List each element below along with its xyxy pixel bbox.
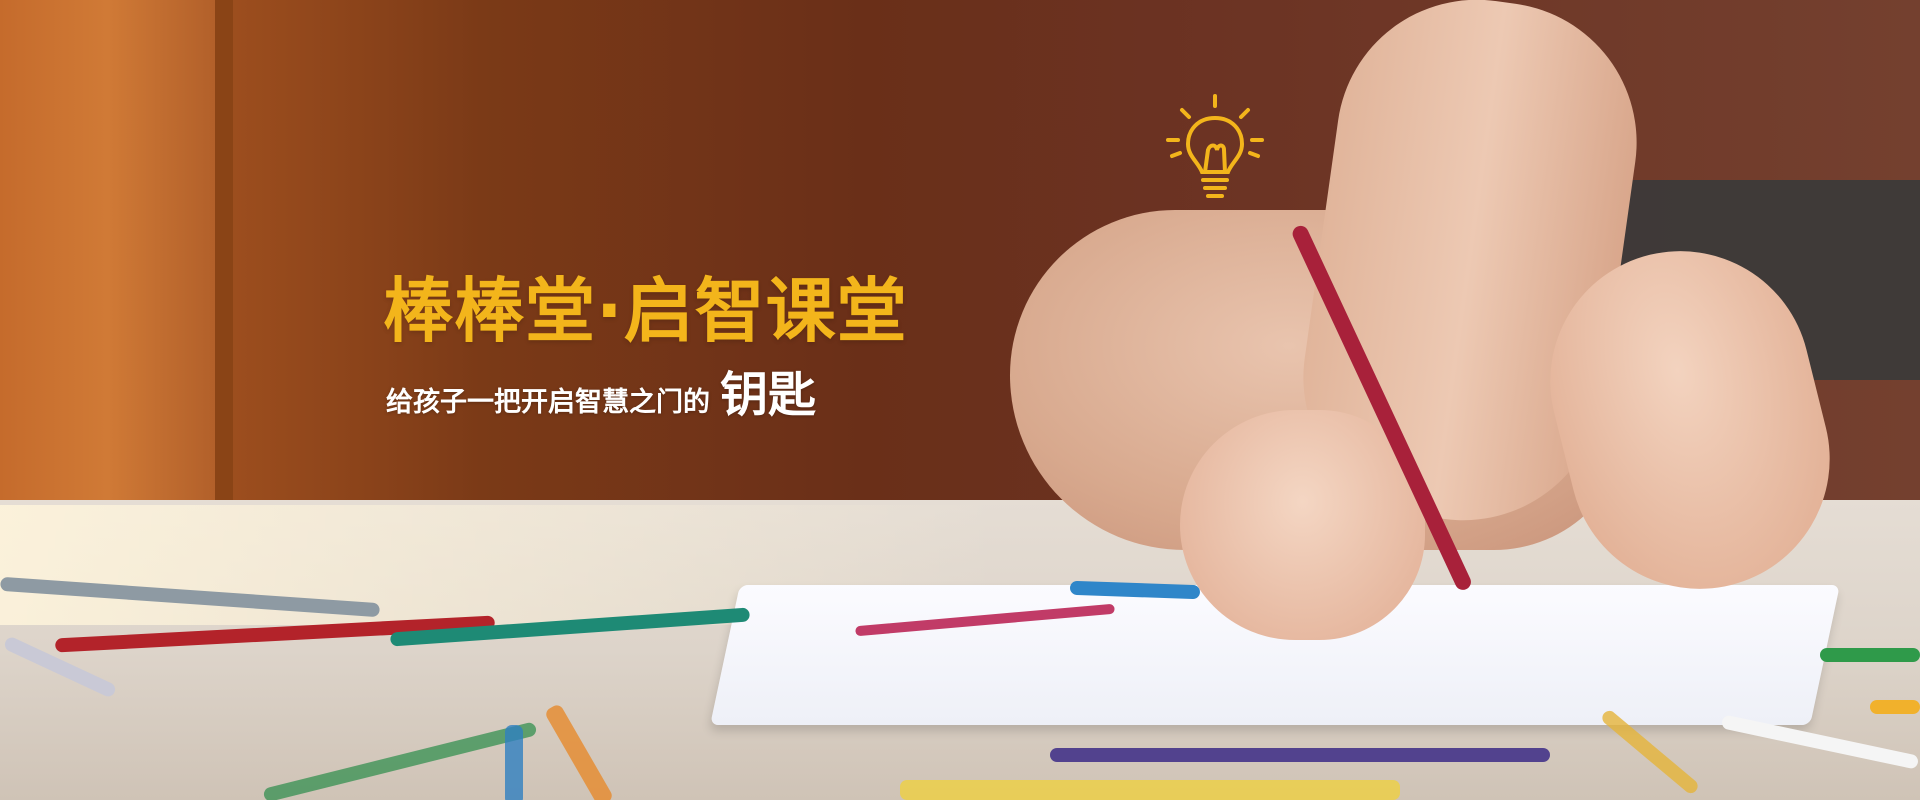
wooden-door <box>0 0 215 525</box>
yellow-pencil <box>900 780 1400 800</box>
purple-pencil <box>1050 748 1550 762</box>
door-edge <box>215 0 233 525</box>
banner-subtitle: 给孩子一把开启智慧之门的 钥匙 <box>386 355 816 425</box>
lightbulb-icon <box>1166 94 1264 198</box>
banner-title: 棒棒堂·启智课堂 <box>383 270 908 352</box>
child-writing-hand <box>1180 410 1425 640</box>
yellow-pencil-right <box>1870 700 1920 714</box>
banner-subtitle-text: 给孩子一把开启智慧之门的 <box>386 387 710 418</box>
green-pencil-right <box>1820 648 1920 662</box>
blue-pencil <box>505 725 523 800</box>
banner-subtitle-highlight: 钥匙 <box>720 367 817 423</box>
